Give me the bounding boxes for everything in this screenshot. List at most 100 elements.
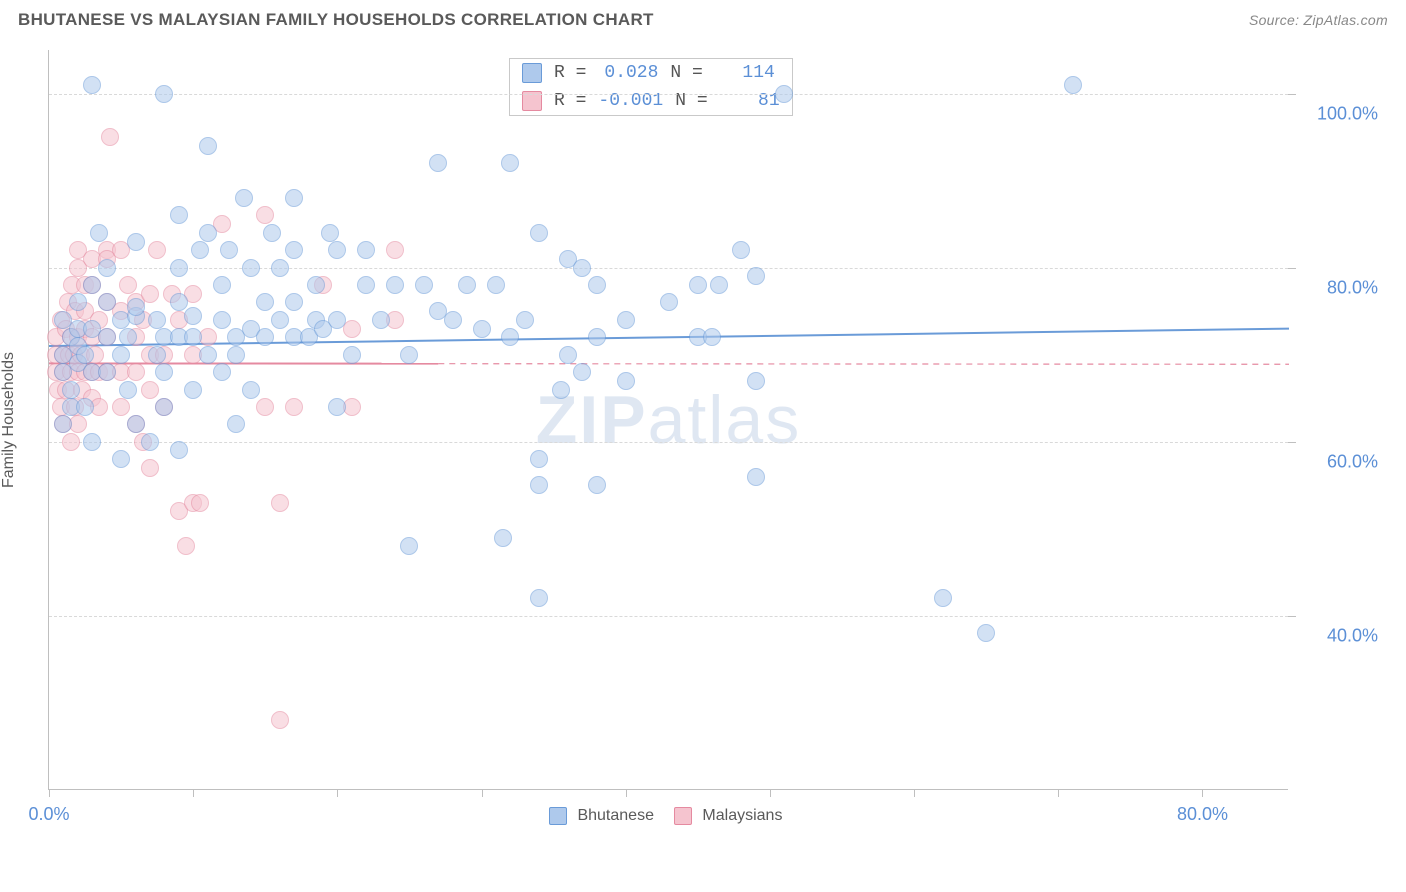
scatter-point — [307, 276, 325, 294]
scatter-point — [191, 494, 209, 512]
gridline — [49, 268, 1288, 269]
scatter-point — [98, 328, 116, 346]
stats-legend: R = 0.028 N = 114 R = -0.001 N = 81 — [509, 58, 793, 116]
y-tick — [1288, 616, 1296, 617]
scatter-point — [617, 311, 635, 329]
x-tick — [1202, 789, 1203, 797]
scatter-point — [141, 381, 159, 399]
scatter-point — [494, 529, 512, 547]
scatter-point — [141, 285, 159, 303]
plot-area: Family Households ZIPatlas R = 0.028 N =… — [48, 50, 1288, 790]
scatter-point — [127, 233, 145, 251]
scatter-point — [321, 224, 339, 242]
gridline — [49, 442, 1288, 443]
scatter-point — [170, 259, 188, 277]
x-tick — [337, 789, 338, 797]
gridline — [49, 94, 1288, 95]
stat-r-value: 0.028 — [598, 63, 658, 83]
chart-source: Source: ZipAtlas.com — [1249, 12, 1388, 28]
scatter-point — [199, 346, 217, 364]
scatter-point — [242, 259, 260, 277]
x-tick — [1058, 789, 1059, 797]
y-tick — [1288, 442, 1296, 443]
scatter-point — [141, 459, 159, 477]
scatter-point — [530, 224, 548, 242]
scatter-point — [473, 320, 491, 338]
scatter-point — [747, 267, 765, 285]
x-tick — [626, 789, 627, 797]
swatch-icon — [549, 807, 567, 825]
stat-r-label: R = — [554, 63, 586, 83]
scatter-point — [155, 85, 173, 103]
y-tick-label: 100.0% — [1298, 103, 1378, 124]
scatter-point — [199, 137, 217, 155]
scatter-point — [559, 346, 577, 364]
scatter-point — [98, 259, 116, 277]
scatter-point — [127, 363, 145, 381]
gridline — [49, 616, 1288, 617]
scatter-point — [127, 298, 145, 316]
scatter-point — [386, 276, 404, 294]
legend-item-malaysians: Malaysians — [674, 807, 782, 825]
scatter-point — [184, 307, 202, 325]
scatter-point — [76, 346, 94, 364]
x-tick — [770, 789, 771, 797]
scatter-point — [62, 381, 80, 399]
series-legend: Bhutanese Malaysians — [549, 807, 782, 825]
stat-n-value: 114 — [715, 63, 775, 83]
scatter-point — [141, 433, 159, 451]
scatter-point — [101, 128, 119, 146]
scatter-point — [213, 363, 231, 381]
scatter-point — [184, 381, 202, 399]
scatter-point — [516, 311, 534, 329]
x-tick-label: 80.0% — [1177, 804, 1228, 825]
scatter-point — [271, 259, 289, 277]
y-tick-label: 40.0% — [1298, 625, 1378, 646]
scatter-point — [372, 311, 390, 329]
scatter-point — [62, 433, 80, 451]
stats-row-bhutanese: R = 0.028 N = 114 — [510, 59, 792, 87]
scatter-point — [285, 189, 303, 207]
stat-n-label: N = — [670, 63, 702, 83]
x-tick — [914, 789, 915, 797]
scatter-point — [148, 311, 166, 329]
scatter-point — [199, 224, 217, 242]
scatter-point — [415, 276, 433, 294]
swatch-icon — [674, 807, 692, 825]
legend-label: Malaysians — [702, 807, 782, 824]
scatter-point — [271, 494, 289, 512]
scatter-point — [552, 381, 570, 399]
scatter-point — [112, 398, 130, 416]
legend-item-bhutanese: Bhutanese — [549, 807, 654, 825]
scatter-point — [83, 76, 101, 94]
stats-row-malaysians: R = -0.001 N = 81 — [510, 87, 792, 115]
y-axis-title: Family Households — [0, 351, 18, 487]
x-tick-label: 0.0% — [28, 804, 69, 825]
scatter-point — [343, 346, 361, 364]
scatter-point — [112, 346, 130, 364]
y-tick-label: 60.0% — [1298, 451, 1378, 472]
swatch-icon — [522, 63, 542, 83]
y-tick-label: 80.0% — [1298, 277, 1378, 298]
scatter-point — [242, 381, 260, 399]
scatter-point — [285, 398, 303, 416]
x-tick — [482, 789, 483, 797]
scatter-point — [617, 372, 635, 390]
plot-container: Family Households ZIPatlas R = 0.028 N =… — [48, 50, 1388, 820]
scatter-point — [235, 189, 253, 207]
scatter-point — [271, 311, 289, 329]
scatter-point — [775, 85, 793, 103]
x-tick — [193, 789, 194, 797]
scatter-point — [271, 711, 289, 729]
scatter-point — [1064, 76, 1082, 94]
scatter-point — [98, 363, 116, 381]
scatter-point — [119, 381, 137, 399]
scatter-point — [76, 398, 94, 416]
x-tick — [49, 789, 50, 797]
scatter-point — [747, 372, 765, 390]
scatter-point — [588, 276, 606, 294]
y-tick — [1288, 94, 1296, 95]
legend-label: Bhutanese — [577, 807, 654, 824]
scatter-point — [444, 311, 462, 329]
scatter-point — [127, 415, 145, 433]
